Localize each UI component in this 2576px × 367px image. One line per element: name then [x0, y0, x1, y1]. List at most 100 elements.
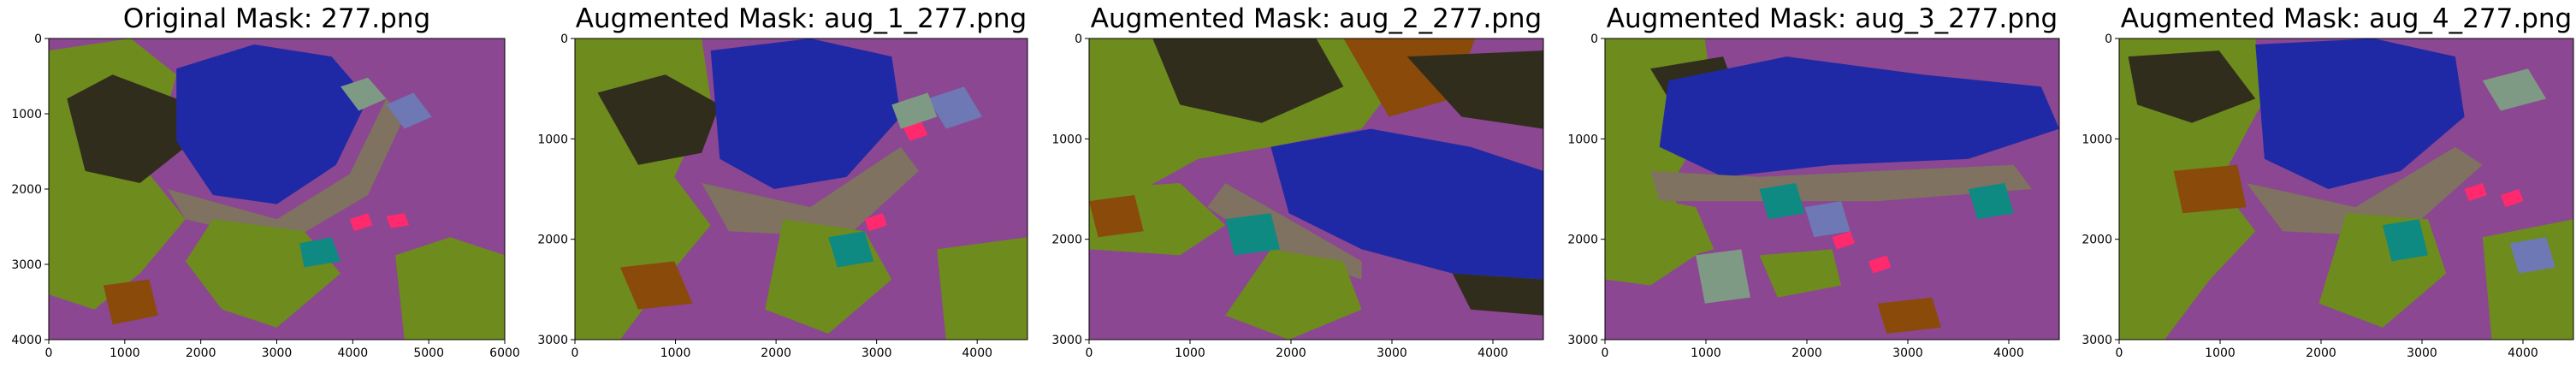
mask-region [1605, 189, 1714, 268]
mask-panel-1: Original Mask: 277.png 0 1000 2000 3000 4000 5… [11, 3, 519, 360]
x-tick-label: 4000 [1477, 346, 1508, 360]
mask-region [1452, 273, 1543, 316]
y-tick-label: 1000 [1567, 133, 1598, 146]
y-tick-label: 0 [1590, 33, 1598, 46]
mask-region [1759, 183, 1805, 220]
y-tick-label: 3000 [2082, 334, 2112, 347]
y-tick-label: 1000 [2082, 133, 2112, 146]
mask-region [2464, 183, 2488, 202]
mask-region [937, 237, 1027, 340]
mask-region [395, 237, 505, 340]
x-tick-label: 6000 [489, 346, 520, 360]
mask-region [1832, 231, 1856, 250]
y-tick-label: 3000 [537, 334, 568, 347]
x-tick-label: 2000 [186, 346, 216, 360]
mask-image [2119, 38, 2573, 340]
x-tick-label: 2000 [1276, 346, 1306, 360]
mask-region [927, 86, 983, 129]
mask-region [349, 213, 373, 232]
x-tick-label: 2000 [2306, 346, 2336, 360]
mask-region [1270, 128, 1543, 280]
y-tick-label: 4000 [11, 334, 42, 347]
panel-title: Augmented Mask: aug_2_277.png [1091, 3, 1542, 34]
x-tick-label: 3000 [2407, 346, 2437, 360]
mask-region [828, 231, 874, 268]
mask-panel-5: Augmented Mask: aug_4_277.png 0 1000 2000 30… [2082, 3, 2574, 360]
mask-region [710, 38, 901, 189]
y-tick-label: 2000 [1567, 234, 1598, 247]
x-tick-label: 4000 [2508, 346, 2538, 360]
mask-image [1605, 38, 2059, 340]
x-tick-label: 1000 [660, 346, 691, 360]
y-tick-label: 2000 [11, 183, 42, 197]
panel-title: Original Mask: 277.png [123, 3, 430, 34]
x-tick-label: 1000 [110, 346, 140, 360]
axes-frame [1088, 38, 1544, 340]
x-tick-label: 0 [571, 346, 579, 360]
mask-region [1696, 249, 1750, 304]
x-tick-label: 0 [45, 346, 53, 360]
y-tick-label: 1000 [537, 133, 568, 146]
panel-title: Augmented Mask: aug_1_277.png [576, 3, 1027, 34]
panels-root: Original Mask: 277.png 0 1000 2000 3000 4000 5… [11, 3, 2574, 360]
y-tick-label: 2000 [537, 234, 568, 247]
y-tick-label: 0 [560, 33, 568, 46]
y-tick-label: 2000 [2082, 234, 2112, 247]
x-tick-label: 2000 [1791, 346, 1822, 360]
mask-region [386, 213, 410, 228]
mask-region [1804, 201, 1851, 238]
mask-region [1877, 297, 1941, 334]
x-tick-label: 3000 [862, 346, 892, 360]
mask-region [864, 213, 887, 232]
mask-image [575, 38, 1027, 340]
mask-panel-4: Augmented Mask: aug_3_277.png 0 1000 2000 30… [1567, 3, 2060, 360]
x-tick-label: 2000 [761, 346, 791, 360]
axes-frame [574, 38, 1028, 340]
mask-region [1152, 38, 1344, 123]
y-tick-label: 3000 [1567, 334, 1598, 347]
mask-region [619, 261, 693, 310]
mask-region [2173, 164, 2247, 214]
mask-region [2509, 237, 2555, 274]
mask-region [167, 98, 405, 244]
mask-region [2482, 68, 2547, 111]
x-tick-label: 4000 [1993, 346, 2024, 360]
mask-region [2128, 50, 2256, 123]
mask-region [891, 92, 938, 129]
mask-image [49, 38, 505, 340]
x-tick-label: 4000 [962, 346, 992, 360]
mask-region [597, 74, 720, 165]
panel-title: Augmented Mask: aug_3_277.png [1607, 3, 2058, 34]
mask-region [1650, 164, 2033, 202]
y-tick-label: 0 [1075, 33, 1082, 46]
axes-frame [1604, 38, 2060, 340]
mask-region [176, 44, 369, 204]
mask-region [67, 74, 186, 183]
mask-region [2383, 219, 2429, 262]
x-tick-label: 4000 [338, 346, 369, 360]
x-tick-label: 3000 [1892, 346, 1923, 360]
y-tick-label: 0 [34, 33, 42, 46]
x-tick-label: 1000 [2205, 346, 2235, 360]
x-tick-label: 3000 [262, 346, 293, 360]
x-tick-label: 5000 [413, 346, 444, 360]
y-tick-label: 2000 [1051, 234, 1082, 247]
axes-frame [2118, 38, 2574, 340]
x-tick-label: 1000 [1691, 346, 1721, 360]
mask-region [2246, 146, 2483, 238]
mask-region [2255, 38, 2465, 189]
mask-region [1089, 195, 1144, 238]
x-tick-label: 1000 [1175, 346, 1205, 360]
x-tick-label: 0 [1086, 346, 1093, 360]
mask-image [1089, 38, 1543, 340]
y-tick-label: 3000 [1051, 334, 1082, 347]
mask-region [1868, 255, 1892, 274]
mask-region [2482, 219, 2573, 340]
mask-region [1659, 56, 2059, 177]
x-tick-label: 0 [1602, 346, 1609, 360]
mask-region [386, 92, 432, 129]
mask-region [1225, 213, 1280, 256]
y-tick-label: 3000 [11, 258, 42, 272]
mask-region [299, 237, 341, 268]
